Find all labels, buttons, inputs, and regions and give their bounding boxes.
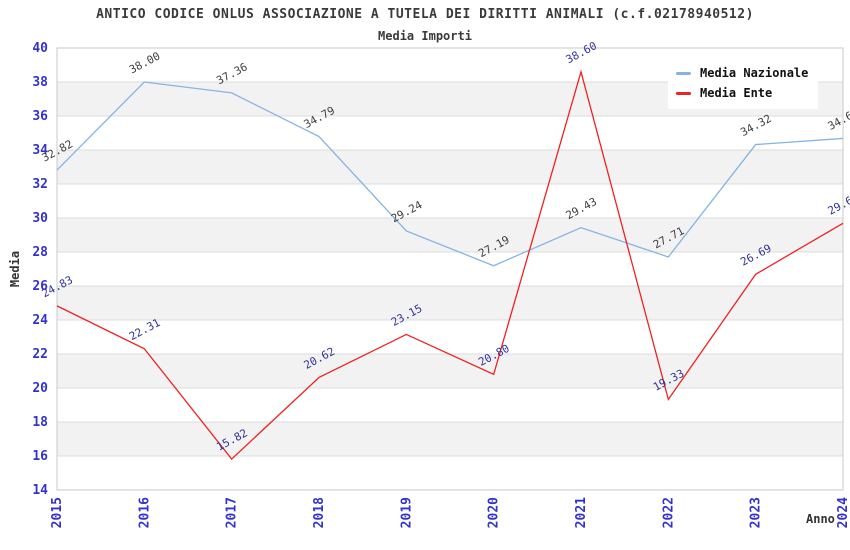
y-tick-label: 24 [32,313,48,328]
y-tick-label: 20 [32,381,48,396]
grid-band [57,116,843,150]
x-tick-label: 2022 [661,497,676,528]
grid-band [57,218,843,252]
x-tick-label: 2018 [312,497,327,528]
x-axis-title: Anno [806,512,835,526]
x-tick-label: 2020 [487,497,502,528]
x-tick-label: 2021 [574,497,589,528]
y-tick-label: 32 [32,177,48,192]
x-tick-label: 2015 [50,497,65,528]
grid-band [57,252,843,286]
grid-band [57,184,843,218]
chart-subtitle: Media Importi [378,29,472,43]
line-marker-icon [676,71,691,75]
y-tick-label: 26 [32,279,48,294]
x-tick-label: 2019 [399,497,414,528]
y-tick-label: 40 [32,41,48,56]
y-tick-label: 16 [32,449,48,464]
y-tick-label: 30 [32,211,48,226]
line-marker-icon [676,91,691,95]
y-tick-label: 14 [32,483,48,498]
legend-label: Media Nazionale [700,66,809,80]
x-tick-label: 2023 [749,497,764,528]
y-tick-label: 28 [32,245,48,260]
x-tick-label: 2017 [225,497,240,528]
y-tick-label: 38 [32,75,48,90]
y-tick-label: 18 [32,415,48,430]
y-axis-title: Media [8,250,22,288]
grid-band [57,286,843,320]
grid-band [57,354,843,388]
series-line-0 [56,81,844,267]
plot-border [56,47,844,491]
x-tick-label: 2024 [836,497,850,528]
legend-item-media-nazionale: Media Nazionale [676,63,808,83]
grid-band [57,150,843,184]
legend-label: Media Ente [700,86,773,100]
grid-band [57,388,843,422]
y-tick-label: 22 [32,347,48,362]
y-tick-label: 34 [32,143,48,158]
chart-title: ANTICO CODICE ONLUS ASSOCIAZIONE A TUTEL… [96,7,754,22]
legend-item-media-ente: Media Ente [676,83,808,103]
series-line-1 [56,69,844,461]
legend: Media Nazionale Media Ente [668,59,819,109]
grid-band [57,456,843,490]
grid-band [57,320,843,354]
grid-band [57,422,843,456]
y-tick-label: 36 [32,109,48,124]
x-tick-label: 2016 [137,497,152,528]
